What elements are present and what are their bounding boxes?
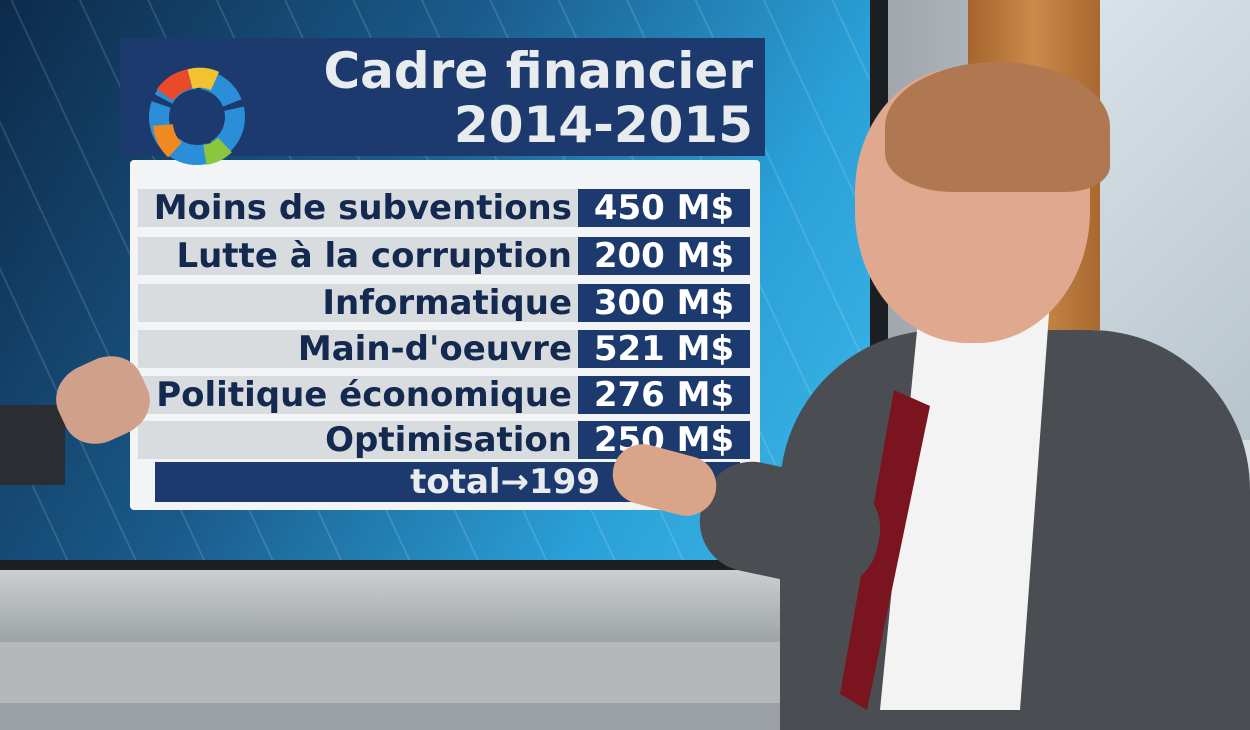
title-line-1: Cadre financier xyxy=(323,42,753,100)
budget-row: Moins de subventions 450 M$ xyxy=(138,187,750,229)
row-value: 200 M$ xyxy=(578,237,750,275)
row-label: Politique économique xyxy=(138,376,578,414)
row-label: Optimisation xyxy=(138,421,578,459)
row-label: Lutte à la corruption xyxy=(138,237,578,275)
panel-title: Cadre financier 2014-2015 xyxy=(323,44,753,152)
budget-row: Main-d'oeuvre 521 M$ xyxy=(138,328,750,370)
row-value: 450 M$ xyxy=(578,189,750,227)
presenter-hair xyxy=(885,62,1110,192)
row-label: Moins de subventions xyxy=(138,189,578,227)
row-value: 521 M$ xyxy=(578,330,750,368)
row-label: Informatique xyxy=(138,284,578,322)
row-value: 276 M$ xyxy=(578,376,750,414)
title-line-2: 2014-2015 xyxy=(453,96,753,154)
budget-row: Lutte à la corruption 200 M$ xyxy=(138,235,750,277)
budget-row: Informatique 300 M$ xyxy=(138,282,750,324)
other-person-arm xyxy=(0,405,65,485)
row-value: 300 M$ xyxy=(578,284,750,322)
screen-ledge xyxy=(0,562,830,642)
row-label: Main-d'oeuvre xyxy=(138,330,578,368)
floor xyxy=(0,642,830,703)
budget-row: Politique économique 276 M$ xyxy=(138,374,750,416)
circular-logo-icon xyxy=(149,67,245,165)
